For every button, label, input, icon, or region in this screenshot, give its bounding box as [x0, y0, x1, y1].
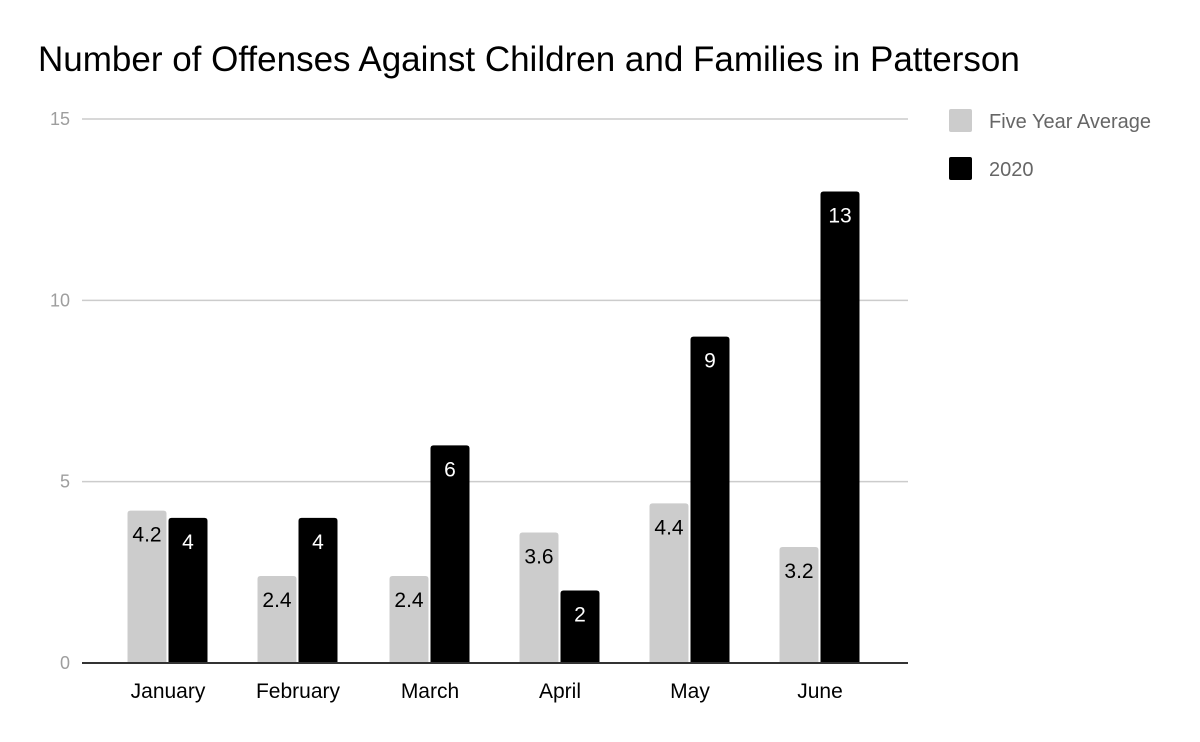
legend-label: 2020: [989, 159, 1034, 181]
legend-label: Five Year Average: [989, 111, 1151, 133]
data-label: 4: [312, 531, 324, 554]
y-axis: 0 5 10 15: [50, 109, 70, 673]
y-tick-label: 0: [60, 653, 70, 673]
chart-title: Number of Offenses Against Children and …: [38, 40, 1020, 79]
x-tick-label: February: [256, 680, 341, 703]
data-labels: 4.2 2.4 2.4 3.6 4.4 3.2 4 4 6 2 9 13: [132, 205, 851, 627]
bar-five-year-average-february: [257, 575, 297, 663]
y-tick-label: 15: [50, 109, 70, 129]
bar-series-2020-march: [430, 445, 470, 663]
data-label: 9: [704, 350, 716, 373]
x-tick-label: March: [401, 680, 459, 703]
x-tick-label: April: [539, 680, 581, 703]
bar-five-year-average-january: [127, 510, 167, 663]
gridlines: [82, 118, 908, 483]
x-tick-label: January: [131, 680, 206, 703]
bar-series-2020-may: [690, 336, 730, 663]
legend-swatch-2020: [949, 157, 972, 180]
bar-series-2020-june: [820, 191, 860, 664]
x-tick-label: June: [797, 680, 843, 703]
bars: [127, 191, 860, 664]
bar-series-2020-february: [298, 517, 338, 663]
data-label: 3.2: [784, 560, 813, 583]
data-label: 4: [182, 531, 194, 554]
x-axis: January February March April May June: [82, 662, 908, 703]
x-tick-label: May: [670, 680, 710, 703]
y-tick-label: 10: [50, 290, 70, 310]
legend: Five Year Average 2020: [949, 109, 1151, 181]
bar-series-2020-january: [168, 517, 208, 663]
data-label: 2.4: [394, 589, 424, 612]
bar-five-year-average-may: [649, 503, 689, 663]
bar-five-year-average-april: [519, 532, 559, 663]
data-label: 2: [574, 603, 586, 626]
data-label: 13: [828, 205, 851, 228]
data-label: 4.2: [132, 524, 161, 547]
bar-five-year-average-june: [779, 546, 819, 663]
data-label: 2.4: [262, 589, 292, 612]
legend-swatch-five-year-average: [949, 109, 972, 132]
bar-series-2020-april: [560, 590, 600, 663]
y-tick-label: 5: [60, 472, 70, 492]
bar-five-year-average-march: [389, 575, 429, 663]
data-label: 4.4: [654, 516, 684, 539]
data-label: 6: [444, 458, 456, 481]
data-label: 3.6: [524, 545, 553, 568]
